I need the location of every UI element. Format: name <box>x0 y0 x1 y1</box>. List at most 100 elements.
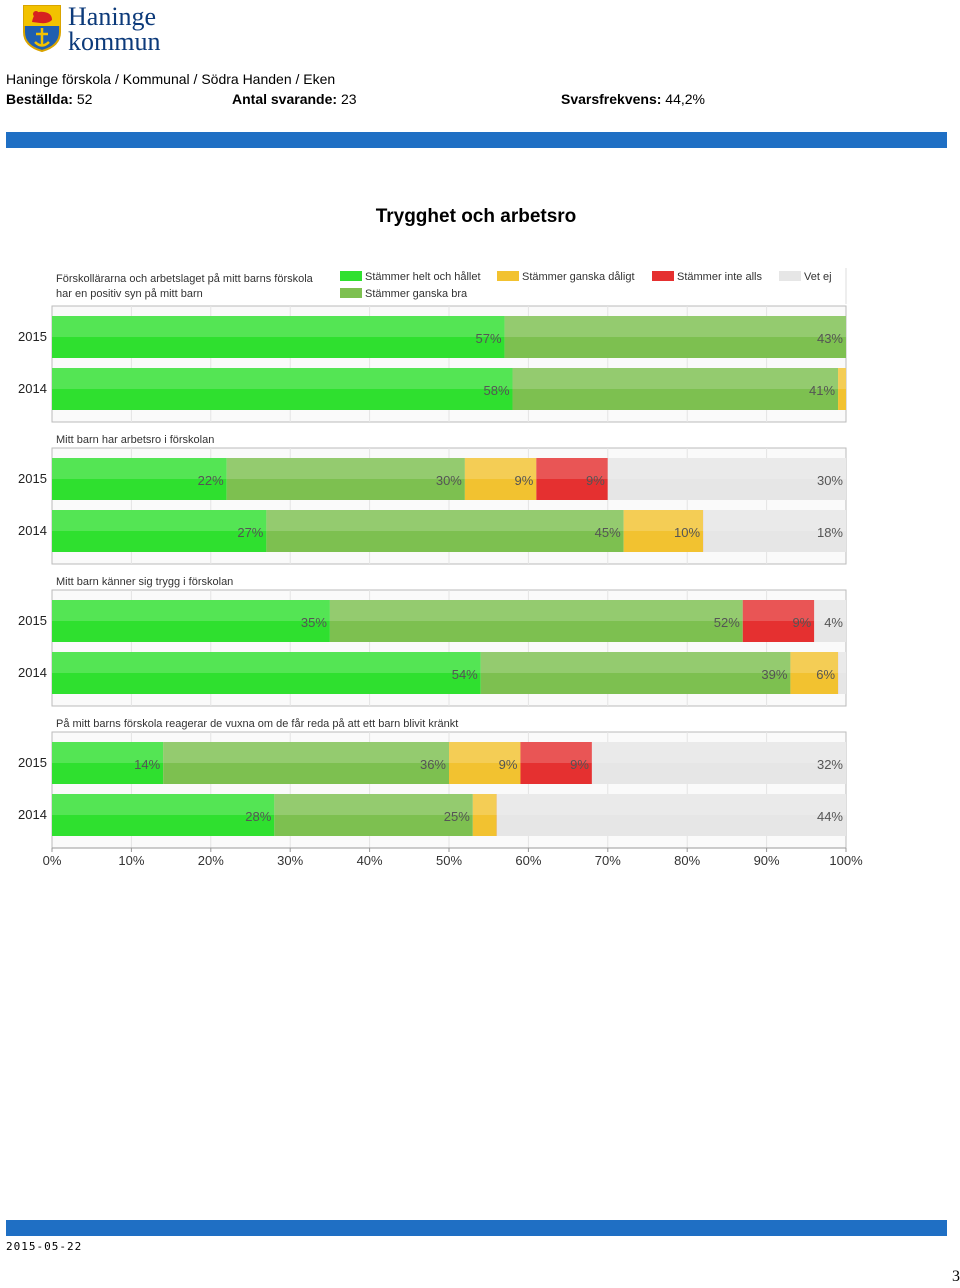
bar-gloss-2-2015-inte_alls <box>536 458 608 479</box>
bar-2-2015-ganska_daligt <box>464 458 537 500</box>
bar-3-2015-helt <box>52 600 330 642</box>
coat-of-arms-icon <box>23 5 61 52</box>
bar-label-3-2014-ganska_daligt: 6% <box>816 667 835 682</box>
question-title-3-line-1: Mitt barn känner sig trygg i förskolan <box>56 576 233 588</box>
bar-label-4-2014-vet_ej: 44% <box>817 809 843 824</box>
x-tick-label-5: 50% <box>436 853 462 868</box>
footer-divider-bar <box>6 1220 947 1236</box>
bar-label-1-2015-ganska_bra: 43% <box>817 331 843 346</box>
x-tick-label-9: 90% <box>754 853 780 868</box>
stat-svarsfrekvens-label: Svarsfrekvens: <box>561 91 662 107</box>
bar-gloss-4-2014-helt <box>52 794 275 815</box>
bar-label-3-2015-inte_alls: 9% <box>792 615 811 630</box>
page-title: Trygghet och arbetsro <box>375 206 577 227</box>
bar-label-3-2015-vet_ej: 4% <box>824 615 843 630</box>
stacked-bar-chart: Stämmer helt och hållet Stämmer ganska då… <box>18 268 863 868</box>
bar-3-2014-ganska_daligt <box>790 652 839 694</box>
bar-gloss-2-2014-helt <box>52 510 267 531</box>
bar-label-1-2015-helt: 57% <box>476 331 502 346</box>
bar-gloss-4-2015-ganska_daligt <box>449 742 521 763</box>
question-title-4-line-1: På mitt barns förskola reagerar de vuxna… <box>56 718 458 730</box>
bar-3-2015-ganska_bra <box>329 600 743 642</box>
x-tick-label-7: 70% <box>595 853 621 868</box>
bar-2-2015-ganska_bra <box>226 458 465 500</box>
bar-3-2014-vet_ej <box>838 652 846 694</box>
bar-label-4-2014-ganska_bra: 25% <box>444 809 470 824</box>
bar-label-2-2015-helt: 22% <box>198 473 224 488</box>
bar-2-2014-vet_ej <box>703 510 846 552</box>
bar-label-2-2014-helt: 27% <box>237 525 263 540</box>
bar-label-3-2014-helt: 54% <box>452 667 478 682</box>
x-tick-label-1: 10% <box>118 853 144 868</box>
year-label-2-2015: 2015 <box>18 471 47 486</box>
bar-label-3-2015-ganska_bra: 52% <box>714 615 740 630</box>
year-label-1-2015: 2015 <box>18 329 47 344</box>
legend-label-inte_alls: Stämmer inte alls <box>677 271 762 283</box>
bar-label-2-2014-ganska_bra: 45% <box>595 525 621 540</box>
year-label-1-2014: 2014 <box>18 381 47 396</box>
logo-line-2: kommun <box>68 27 161 56</box>
bar-gloss-3-2014-ganska_bra <box>480 652 791 673</box>
bar-gloss-1-2014-ganska_bra <box>512 368 839 389</box>
legend-label-ganska_bra: Stämmer ganska bra <box>365 288 468 300</box>
bar-label-1-2014-ganska_bra: 41% <box>809 383 835 398</box>
legend-label-helt: Stämmer helt och hållet <box>365 271 481 283</box>
bar-gloss-1-2014-helt <box>52 368 513 389</box>
bar-label-4-2015-vet_ej: 32% <box>817 757 843 772</box>
bar-gloss-4-2014-vet_ej <box>496 794 846 815</box>
year-label-3-2014: 2014 <box>18 665 47 680</box>
bar-4-2015-vet_ej <box>591 742 846 784</box>
x-tick-label-10: 100% <box>829 853 863 868</box>
legend-swatch-vet_ej <box>779 271 801 281</box>
bar-label-1-2014-helt: 58% <box>483 383 509 398</box>
bar-gloss-4-2015-ganska_bra <box>163 742 449 763</box>
bar-gloss-3-2015-vet_ej <box>814 600 846 621</box>
header-divider-bar <box>6 132 947 148</box>
year-label-3-2015: 2015 <box>18 613 47 628</box>
stat-svarande-value: 23 <box>340 91 357 107</box>
stat-bestallda: Beställda: 52 <box>6 91 92 107</box>
haninge-logo: Haninge kommun <box>22 4 182 56</box>
bar-gloss-3-2014-vet_ej <box>838 652 846 673</box>
bar-1-2015-helt <box>52 316 505 358</box>
bar-4-2015-ganska_daligt <box>449 742 521 784</box>
legend-swatch-inte_alls <box>652 271 674 281</box>
x-tick-label-4: 40% <box>357 853 383 868</box>
legend-label-ganska_daligt: Stämmer ganska dåligt <box>522 271 635 283</box>
bar-gloss-4-2015-vet_ej <box>591 742 846 763</box>
bar-label-2-2015-ganska_bra: 30% <box>436 473 462 488</box>
bar-gloss-4-2015-helt <box>52 742 164 763</box>
bar-gloss-2-2014-ganska_bra <box>266 510 624 531</box>
bar-2-2015-inte_alls <box>536 458 608 500</box>
bar-2-2014-ganska_daligt <box>623 510 704 552</box>
bar-label-2-2014-ganska_daligt: 10% <box>674 525 700 540</box>
year-label-4-2015: 2015 <box>18 755 47 770</box>
bar-3-2014-ganska_bra <box>480 652 791 694</box>
bar-gloss-4-2015-inte_alls <box>520 742 592 763</box>
bar-1-2014-ganska_daligt <box>838 368 846 410</box>
bar-4-2014-helt <box>52 794 275 836</box>
bar-label-3-2015-helt: 35% <box>301 615 327 630</box>
year-label-2-2014: 2014 <box>18 523 47 538</box>
bar-label-4-2015-ganska_daligt: 9% <box>499 757 518 772</box>
bar-label-2-2014-vet_ej: 18% <box>817 525 843 540</box>
bar-2-2014-ganska_bra <box>266 510 624 552</box>
bar-4-2015-ganska_bra <box>163 742 449 784</box>
bar-4-2014-ganska_bra <box>274 794 473 836</box>
bar-4-2015-helt <box>52 742 164 784</box>
bar-1-2014-ganska_bra <box>512 368 839 410</box>
bar-label-4-2015-ganska_bra: 36% <box>420 757 446 772</box>
bar-gloss-1-2015-ganska_bra <box>504 316 846 337</box>
bar-label-4-2015-inte_alls: 9% <box>570 757 589 772</box>
breadcrumb: Haninge förskola / Kommunal / Södra Hand… <box>6 71 336 87</box>
bar-gloss-2-2014-ganska_daligt <box>623 510 704 531</box>
bar-4-2015-inte_alls <box>520 742 592 784</box>
bar-3-2014-helt <box>52 652 481 694</box>
footer-date: 2015-05-22 <box>6 1240 83 1253</box>
bar-gloss-2-2015-vet_ej <box>607 458 846 479</box>
legend-swatch-ganska_bra <box>340 288 362 298</box>
bar-3-2015-inte_alls <box>742 600 815 642</box>
x-tick-label-2: 20% <box>198 853 224 868</box>
bar-4-2014-ganska_daligt <box>472 794 497 836</box>
x-tick-label-6: 60% <box>515 853 541 868</box>
